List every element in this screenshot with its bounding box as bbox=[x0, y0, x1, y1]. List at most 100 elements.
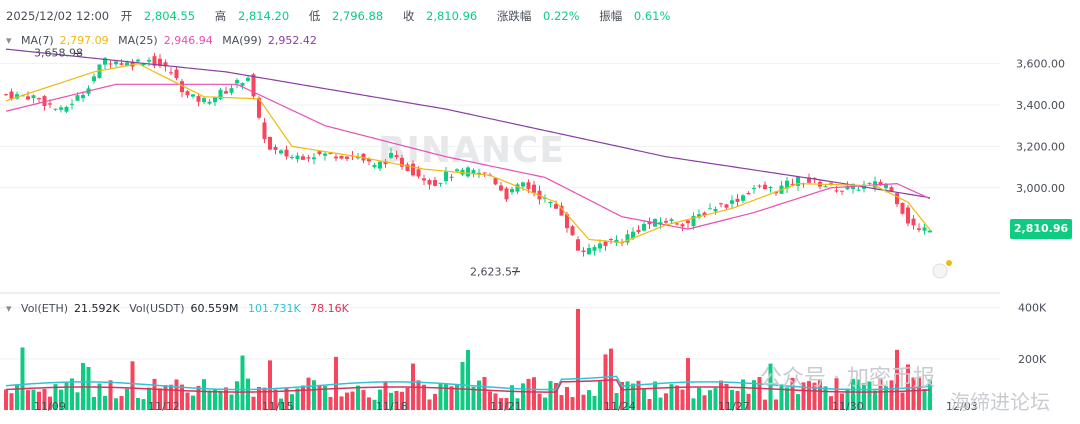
candle-body bbox=[752, 188, 756, 189]
volume-bar bbox=[565, 387, 569, 410]
candle-body bbox=[824, 186, 828, 187]
price-tick-label: 3,200.00 bbox=[1016, 140, 1065, 153]
volume-bar bbox=[235, 381, 239, 410]
ohlc-header: 2025/12/02 12:00 开 2,804.55 高 2,814.20 低… bbox=[6, 8, 686, 24]
candle-body bbox=[857, 190, 861, 191]
volume-bar bbox=[461, 362, 465, 410]
volume-bar bbox=[576, 309, 580, 410]
volume-bar bbox=[246, 379, 250, 410]
volume-bar bbox=[120, 396, 124, 410]
candle-body bbox=[169, 72, 173, 73]
volume-bar bbox=[675, 386, 679, 410]
volume-bar bbox=[703, 395, 707, 410]
volume-bar bbox=[664, 393, 668, 410]
candle-body bbox=[521, 182, 525, 186]
ma-legend: ▾ MA(7) 2,797.09 MA(25) 2,946.94 MA(99) 2,9… bbox=[6, 34, 323, 47]
volume-bar bbox=[180, 385, 184, 410]
volume-bar bbox=[648, 399, 652, 410]
volume-bar bbox=[697, 388, 701, 410]
candle-body bbox=[670, 219, 674, 221]
vol-eth-value: 21.592K bbox=[74, 302, 120, 315]
chart-stage: BINANCE 3,000.00 3,200.00 3,400.00 3,600.00… bbox=[0, 0, 1080, 420]
candle-body bbox=[389, 153, 393, 158]
volume-bar bbox=[312, 380, 316, 410]
volume-bar bbox=[527, 379, 531, 410]
volume-bar bbox=[417, 380, 421, 410]
time-tick-label: 11/21 bbox=[490, 400, 522, 413]
datetime: 2025/12/02 12:00 bbox=[6, 9, 109, 23]
candle-body bbox=[593, 247, 597, 251]
candle-body bbox=[175, 70, 179, 79]
volume-legend: ▾ Vol(ETH) 21.592K Vol(USDT) 60.559M 101.7… bbox=[6, 302, 355, 315]
amplitude-label: 振幅 bbox=[599, 9, 622, 23]
candle-body bbox=[37, 98, 41, 99]
candle-body bbox=[268, 137, 272, 150]
candle-body bbox=[120, 63, 124, 65]
volume-axis: 200K 400K bbox=[1018, 302, 1047, 366]
volume-bar bbox=[224, 387, 228, 410]
candle-body bbox=[290, 157, 294, 158]
candle-body bbox=[840, 191, 844, 192]
candle-body bbox=[340, 156, 344, 159]
ma99-value: 2,952.42 bbox=[268, 34, 317, 47]
candle-body bbox=[582, 251, 586, 252]
close-value: 2,810.96 bbox=[426, 9, 477, 23]
candle-body bbox=[928, 231, 932, 233]
candle-body bbox=[835, 190, 839, 191]
candle-body bbox=[499, 186, 503, 191]
volume-bar bbox=[92, 397, 96, 410]
volume-bar bbox=[901, 393, 905, 410]
collapse-icon[interactable]: ▾ bbox=[6, 34, 12, 47]
volume-bar bbox=[923, 389, 927, 410]
candle-body bbox=[274, 147, 278, 150]
volume-bar bbox=[428, 399, 432, 410]
volume-tick-label: 400K bbox=[1018, 302, 1047, 315]
volume-bar bbox=[692, 398, 696, 410]
candle-body bbox=[301, 156, 305, 160]
candle-body bbox=[26, 96, 30, 99]
volume-bar bbox=[686, 358, 690, 410]
price-tick-label: 3,000.00 bbox=[1016, 182, 1065, 195]
candle-body bbox=[224, 91, 228, 93]
candle-body bbox=[48, 103, 52, 104]
candle-body bbox=[285, 150, 289, 157]
volume-bar bbox=[714, 388, 718, 410]
candle-body bbox=[70, 104, 74, 105]
candle-body bbox=[917, 228, 921, 230]
volume-bar bbox=[340, 396, 344, 410]
volume-bar bbox=[76, 392, 80, 410]
volume-bar bbox=[125, 389, 129, 410]
calendar-icon[interactable] bbox=[933, 264, 947, 278]
volume-bar bbox=[329, 397, 333, 410]
volume-bar bbox=[543, 398, 547, 410]
change-label: 涨跌幅 bbox=[497, 9, 532, 23]
candle-body bbox=[411, 164, 415, 176]
collapse-icon[interactable]: ▾ bbox=[6, 302, 12, 315]
time-tick-label: 11/30 bbox=[832, 400, 864, 413]
candle-body bbox=[422, 178, 426, 180]
volume-bar bbox=[708, 390, 712, 410]
volume-bar bbox=[681, 390, 685, 410]
change-value: 0.22% bbox=[543, 9, 580, 23]
volume-bar bbox=[21, 347, 25, 410]
time-tick-label: 11/27 bbox=[718, 400, 750, 413]
candle-body bbox=[81, 95, 85, 98]
volume-bar bbox=[466, 350, 470, 410]
volume-bar bbox=[653, 382, 657, 410]
volume-bar bbox=[109, 380, 113, 410]
volume-bar bbox=[560, 395, 564, 410]
candle-body bbox=[235, 80, 239, 83]
open-label: 开 bbox=[121, 9, 133, 23]
kline-chart[interactable]: BINANCE 3,000.003,200.003,400.003,600.00… bbox=[0, 0, 1080, 420]
candle-body bbox=[307, 157, 311, 158]
volume-bar bbox=[70, 378, 74, 410]
candle-body bbox=[868, 183, 872, 184]
candle-body bbox=[483, 172, 487, 173]
volume-bar bbox=[241, 356, 245, 410]
candle-body bbox=[686, 221, 690, 224]
vol-ma1-value: 101.731K bbox=[248, 302, 301, 315]
notification-dot-icon bbox=[946, 260, 952, 266]
candle-body bbox=[725, 204, 729, 207]
candle-body bbox=[241, 83, 245, 86]
candle-body bbox=[598, 244, 602, 249]
